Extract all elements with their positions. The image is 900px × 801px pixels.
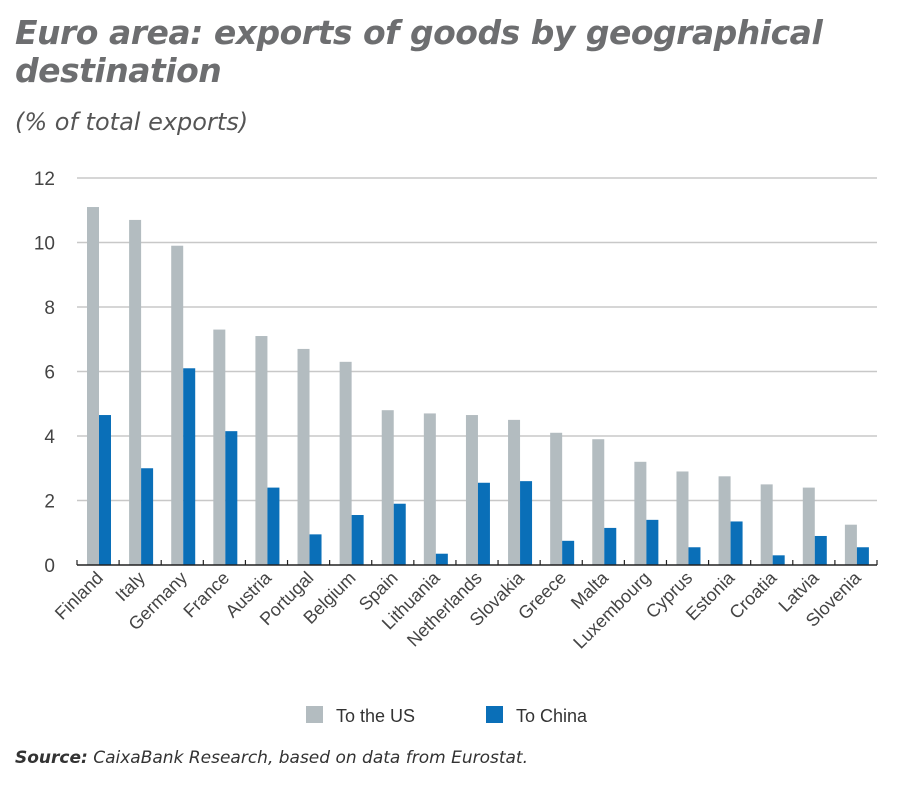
- chart-title: Euro area: exports of goods by geographi…: [15, 13, 823, 90]
- x-tick-label: Estonia: [682, 567, 739, 624]
- bar-us: [381, 410, 394, 565]
- bar-us: [213, 329, 226, 565]
- bar-us: [129, 219, 142, 566]
- bar-china: [309, 534, 322, 565]
- y-tick-label: 6: [44, 363, 55, 384]
- y-tick-label: 10: [34, 234, 55, 255]
- x-tick-label: Finland: [51, 568, 107, 624]
- bar-us: [87, 207, 99, 565]
- x-tick-label: Croatia: [725, 567, 781, 623]
- chart-subtitle: (% of total exports): [15, 108, 249, 136]
- bar-china: [477, 482, 490, 565]
- bar-china: [688, 547, 701, 565]
- source-note: Source: CaixaBank Research, based on dat…: [15, 748, 528, 768]
- bar-us: [255, 336, 268, 565]
- bar-us: [676, 471, 689, 565]
- legend-swatch-us: [306, 706, 323, 723]
- bar-us: [844, 524, 857, 565]
- bar-us: [592, 439, 605, 565]
- y-tick-label: 8: [44, 298, 55, 319]
- bar-us: [718, 476, 731, 565]
- bar-china: [351, 515, 364, 565]
- bar-china: [772, 555, 785, 565]
- legend-swatch-china: [486, 706, 503, 723]
- y-tick-label: 4: [44, 427, 55, 448]
- legend-label: To China: [516, 706, 588, 726]
- bar-us: [508, 419, 521, 565]
- bar-us: [423, 413, 436, 565]
- source-text: CaixaBank Research, based on data from E…: [87, 748, 528, 768]
- bar-china: [141, 468, 154, 565]
- bar-china: [435, 553, 448, 565]
- y-tick-label: 12: [34, 169, 55, 190]
- y-tick-label: 0: [44, 556, 55, 577]
- y-tick-label: 2: [44, 492, 55, 513]
- bar-us: [550, 432, 563, 565]
- bar-us: [297, 348, 310, 565]
- bar-china: [604, 527, 617, 565]
- x-tick-label: Greece: [514, 568, 570, 624]
- bar-china: [267, 487, 280, 565]
- bar-china: [814, 535, 827, 565]
- bar-china: [520, 481, 533, 565]
- bar-us: [634, 461, 647, 565]
- bar-china: [730, 521, 743, 565]
- bar-us: [465, 415, 478, 565]
- bar-china: [562, 540, 575, 565]
- bar-us: [339, 361, 352, 565]
- legend-label: To the US: [336, 706, 415, 726]
- bar-china: [99, 415, 111, 565]
- bar-us: [760, 484, 773, 565]
- bar-china: [183, 368, 196, 565]
- bar-us: [171, 245, 184, 565]
- bar-us: [802, 487, 815, 565]
- source-label: Source:: [15, 748, 88, 768]
- bar-china: [856, 547, 869, 565]
- bar-china: [646, 519, 659, 565]
- bar-china: [225, 431, 238, 565]
- x-tick-label: Italy: [111, 568, 148, 605]
- x-tick-label: France: [179, 568, 233, 622]
- bar-china: [393, 503, 406, 565]
